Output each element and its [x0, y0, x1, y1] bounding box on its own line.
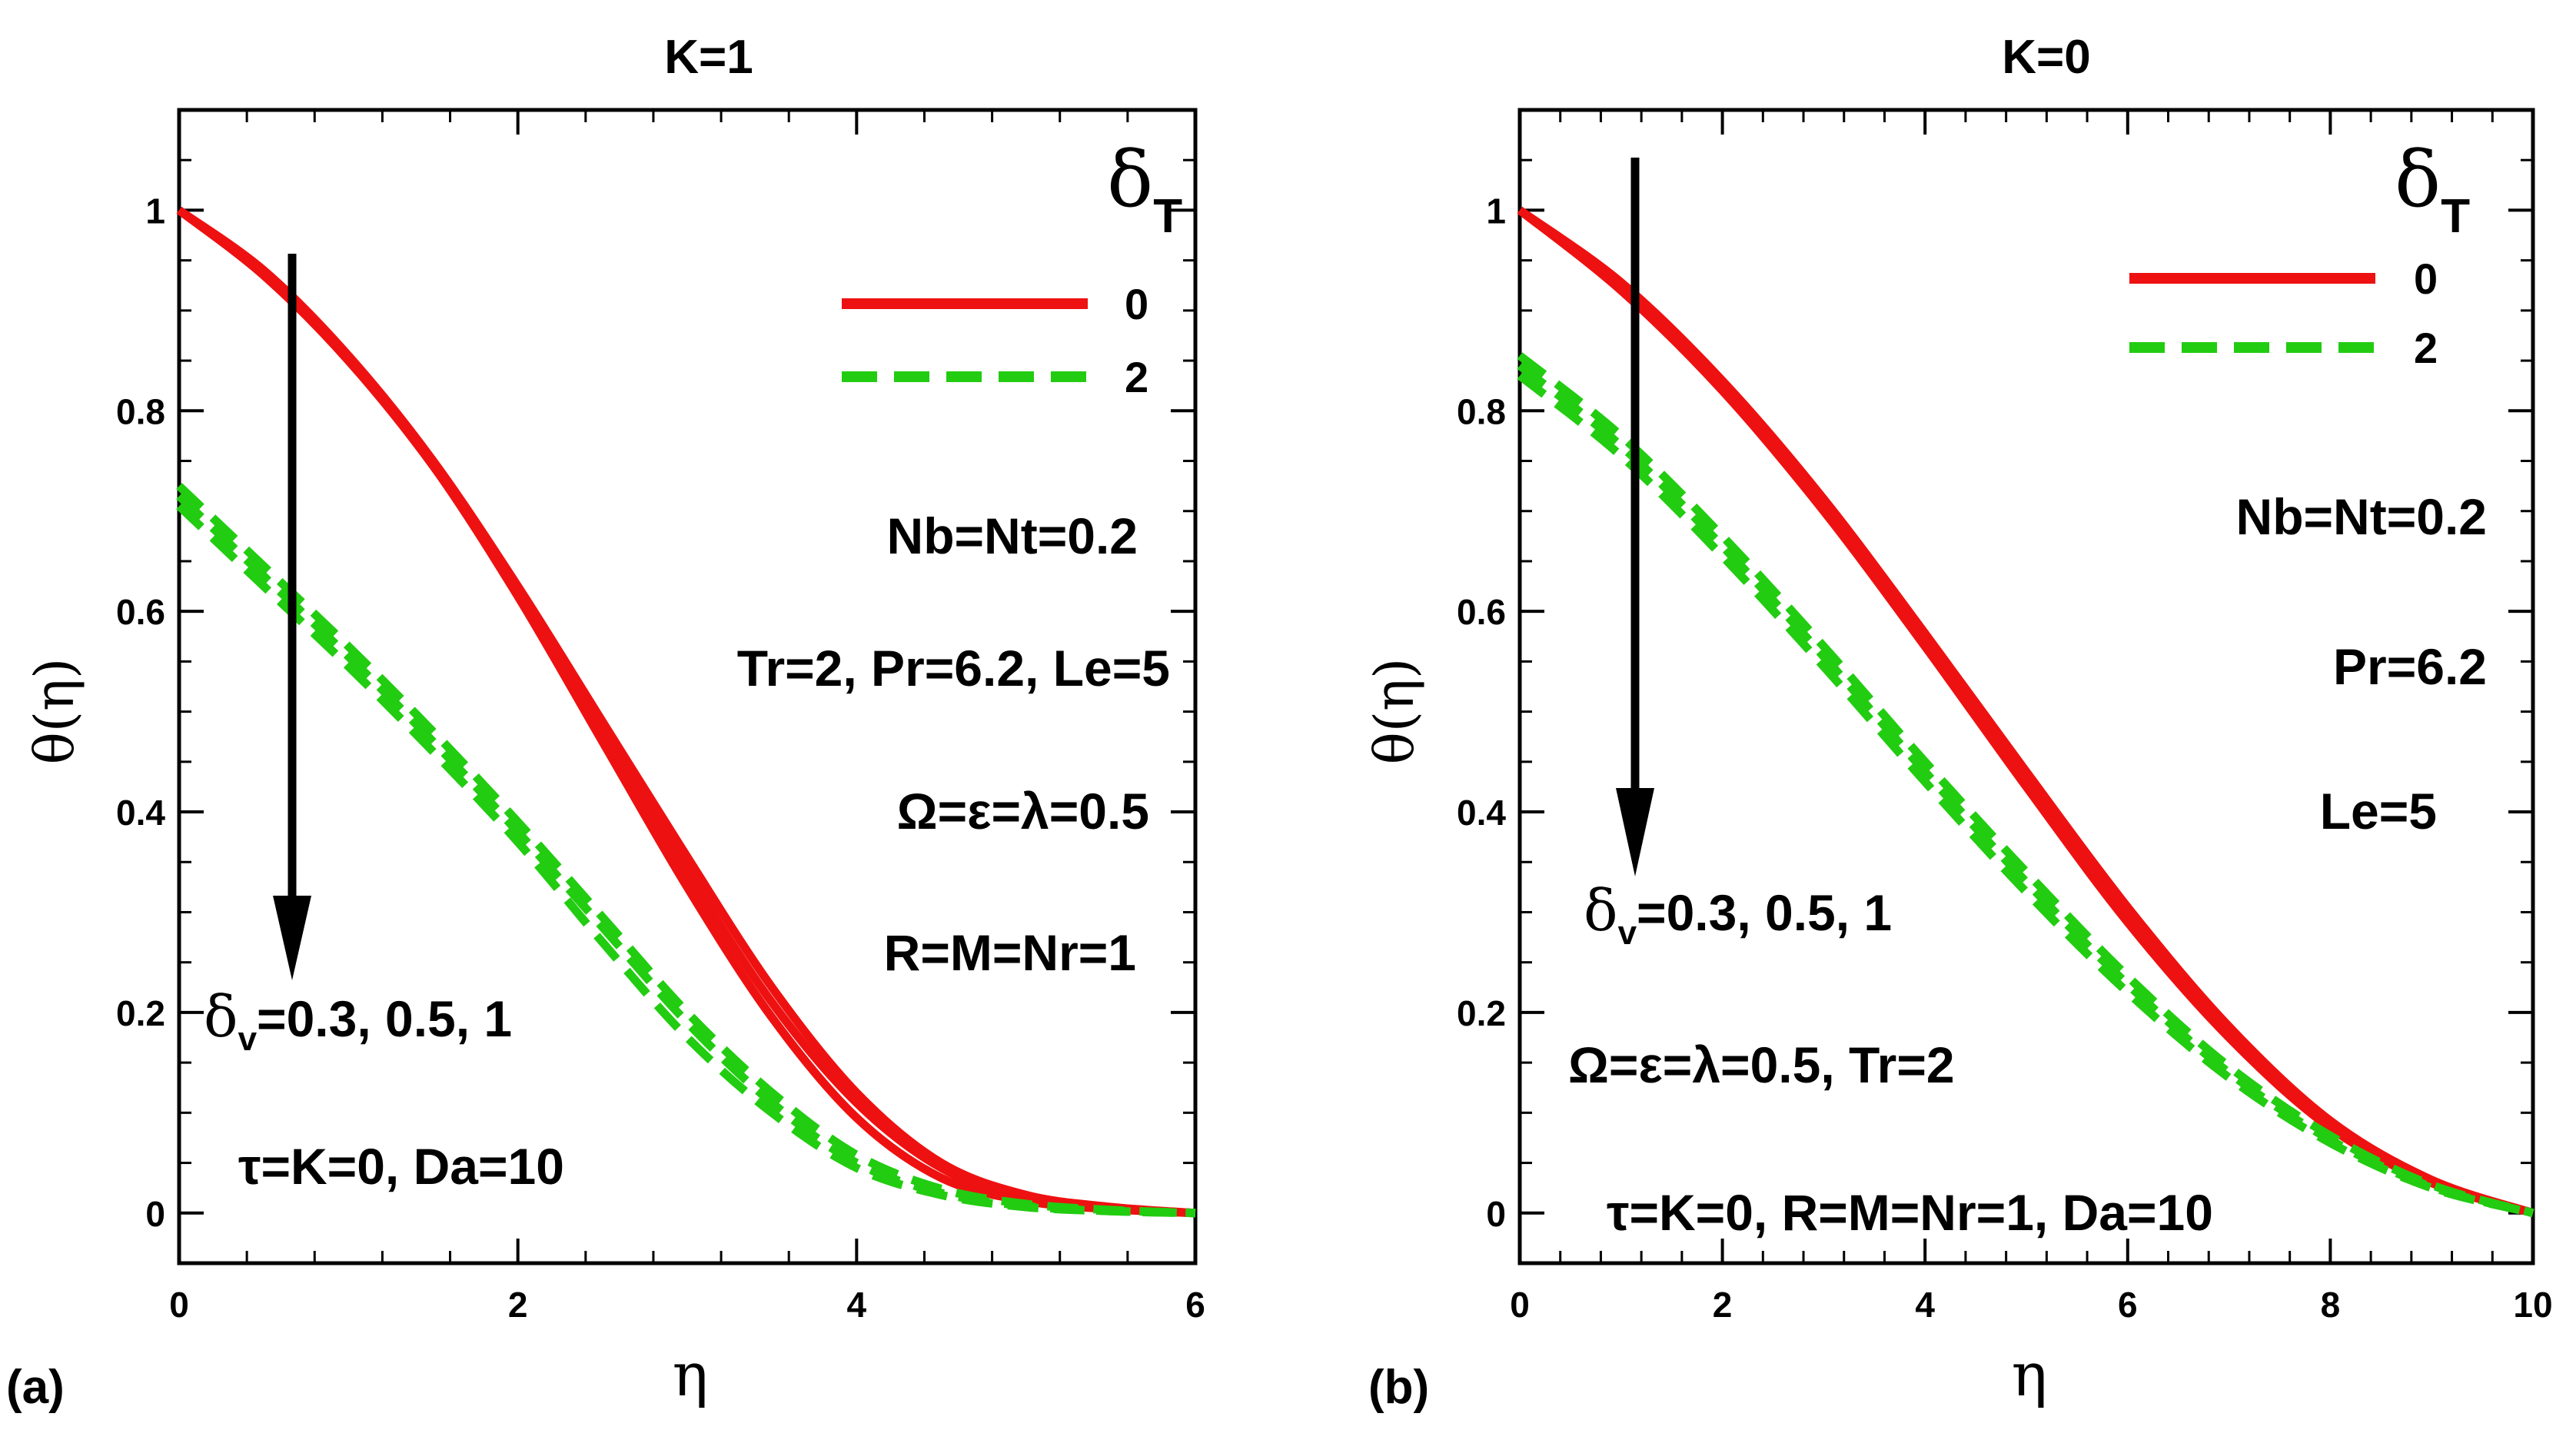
arrow-head	[273, 896, 311, 980]
y-tick-label: 0.6	[1457, 592, 1506, 632]
panel-title: K=1	[664, 31, 753, 84]
panel-label: (b)	[1368, 1361, 1429, 1414]
plot-frame	[1517, 108, 2535, 1265]
legend-entry-label: 0	[1125, 280, 1148, 328]
panel-title: K=0	[2002, 31, 2090, 84]
annotations: Nb=Nt=0.2 Pr=6.2 Le=5 Ω=ε=λ=0.5, Tr=2 τ=…	[1568, 488, 2487, 1241]
x-axis-title: η	[2012, 1341, 2048, 1410]
annotation-text: τ=K=0, R=M=Nr=1, Da=10	[1607, 1184, 2213, 1241]
x-tick-label: 2	[1713, 1285, 1733, 1325]
y-tick-label: 0.2	[1457, 993, 1506, 1033]
x-tick-label: 0	[1510, 1285, 1530, 1325]
ticks: 0 2 4 6 8 10 0 0.2 0.4 0.6 0.8 1	[1457, 108, 2553, 1325]
y-tick-label: 0	[145, 1194, 165, 1234]
legend-title-sub: T	[1153, 190, 1182, 243]
series-line-delta-t-0	[176, 207, 1196, 1218]
x-tick-label: 2	[508, 1285, 528, 1325]
ticks: 0 2 4 6 0 0.2 0.4 0.6 0.8 1	[116, 108, 1205, 1325]
series-line-delta-t-2	[1517, 362, 2534, 1218]
y-tick-label: 1	[145, 191, 165, 231]
annotation-text: Ω=ε=λ=0.5, Tr=2	[1568, 1036, 1955, 1093]
x-tick-label: 4	[1915, 1285, 1935, 1325]
series-line-delta-t-2	[1517, 372, 2534, 1218]
annotation-text: Pr=6.2	[2333, 638, 2487, 695]
annotation-text: Tr=2, Pr=6.2, Le=5	[737, 640, 1170, 697]
y-axis-title: θ(η)	[23, 658, 86, 765]
annotation-text: τ=K=0, Da=10	[238, 1138, 564, 1195]
legend-title: δT	[2395, 135, 2470, 243]
x-tick-label: 4	[847, 1285, 867, 1325]
y-tick-label: 0	[1486, 1194, 1506, 1234]
series-line-delta-t-2	[1517, 352, 2534, 1218]
series-line-delta-t-0	[1517, 206, 2534, 1218]
plot-frame	[177, 108, 1198, 1265]
x-axis-title: η	[673, 1341, 709, 1410]
x-tick-label: 0	[169, 1285, 189, 1325]
x-tick-label: 8	[2321, 1285, 2341, 1325]
legend-title-main: δ	[2395, 135, 2441, 224]
series-line-delta-t-0	[176, 207, 1196, 1218]
y-axis-title: θ(η)	[1363, 658, 1426, 765]
arrow-label-sub: v	[238, 1020, 258, 1058]
arrow-label: δv=0.3, 0.5, 1	[1584, 878, 1892, 952]
trend-arrow: δv=0.3, 0.5, 1	[1584, 158, 1892, 952]
y-tick-label: 0.4	[116, 793, 165, 833]
annotation-text: R=M=Nr=1	[884, 924, 1136, 981]
annotations: Nb=Nt=0.2 Tr=2, Pr=6.2, Le=5 Ω=ε=λ=0.5 R…	[238, 507, 1170, 1195]
arrow-label-main: δ	[1584, 878, 1618, 944]
arrow-label: δv=0.3, 0.5, 1	[204, 984, 512, 1058]
plot-area: 0 2 4 6 8 10 0 0.2 0.4 0.6 0.8 1	[1457, 108, 2553, 1325]
series-line-delta-t-0	[176, 206, 1196, 1218]
legend-title-sub: T	[2441, 190, 2470, 243]
x-tick-label: 6	[2118, 1285, 2138, 1325]
legend-title: δT	[1107, 135, 1182, 243]
annotation-text: Nb=Nt=0.2	[2236, 488, 2487, 545]
y-tick-label: 0.6	[116, 592, 165, 632]
trend-arrow: δv=0.3, 0.5, 1	[204, 254, 512, 1058]
legend-entry-label: 0	[2414, 254, 2438, 303]
y-tick-label: 0.2	[116, 993, 165, 1033]
arrow-label-rest: =0.3, 0.5, 1	[257, 990, 512, 1047]
plot-area: 0 2 4 6 0 0.2 0.4 0.6 0.8 1	[116, 108, 1205, 1325]
panel-b: K=0 (b) η θ(η) 0 2 4 6 8 10 0 0.2 0.4 0.6 0.8 1 δT …	[1363, 31, 2553, 1414]
annotation-text: Le=5	[2320, 783, 2437, 840]
arrow-label-rest: =0.3, 0.5, 1	[1637, 884, 1892, 941]
y-tick-label: 1	[1486, 191, 1506, 231]
y-tick-label: 0.4	[1457, 793, 1506, 833]
legend-entry-label: 2	[1125, 353, 1148, 401]
arrow-head	[1616, 788, 1654, 876]
legend: δT 0 2	[2129, 135, 2470, 372]
panel-label: (a)	[6, 1361, 65, 1414]
legend: δT 0 2	[842, 135, 1182, 401]
series-group	[176, 206, 1196, 1218]
arrow-label-main: δ	[204, 984, 238, 1050]
y-tick-label: 0.8	[1457, 391, 1506, 431]
x-tick-label: 10	[2513, 1285, 2552, 1325]
series-line-delta-t-2	[176, 483, 1196, 1218]
y-tick-label: 0.8	[116, 391, 165, 431]
series-group	[1517, 206, 2534, 1218]
arrow-label-sub: v	[1618, 914, 1637, 952]
panel-a: K=1 (a) η θ(η) 0 2 4 600.20.40.60.81 δT 0 2…	[6, 31, 1205, 1414]
legend-title-main: δ	[1107, 135, 1153, 224]
legend-entry-label: 2	[2414, 324, 2438, 372]
annotation-text: Nb=Nt=0.2	[887, 507, 1138, 564]
annotation-text: Ω=ε=λ=0.5	[897, 783, 1149, 840]
x-tick-label: 6	[1185, 1285, 1205, 1325]
